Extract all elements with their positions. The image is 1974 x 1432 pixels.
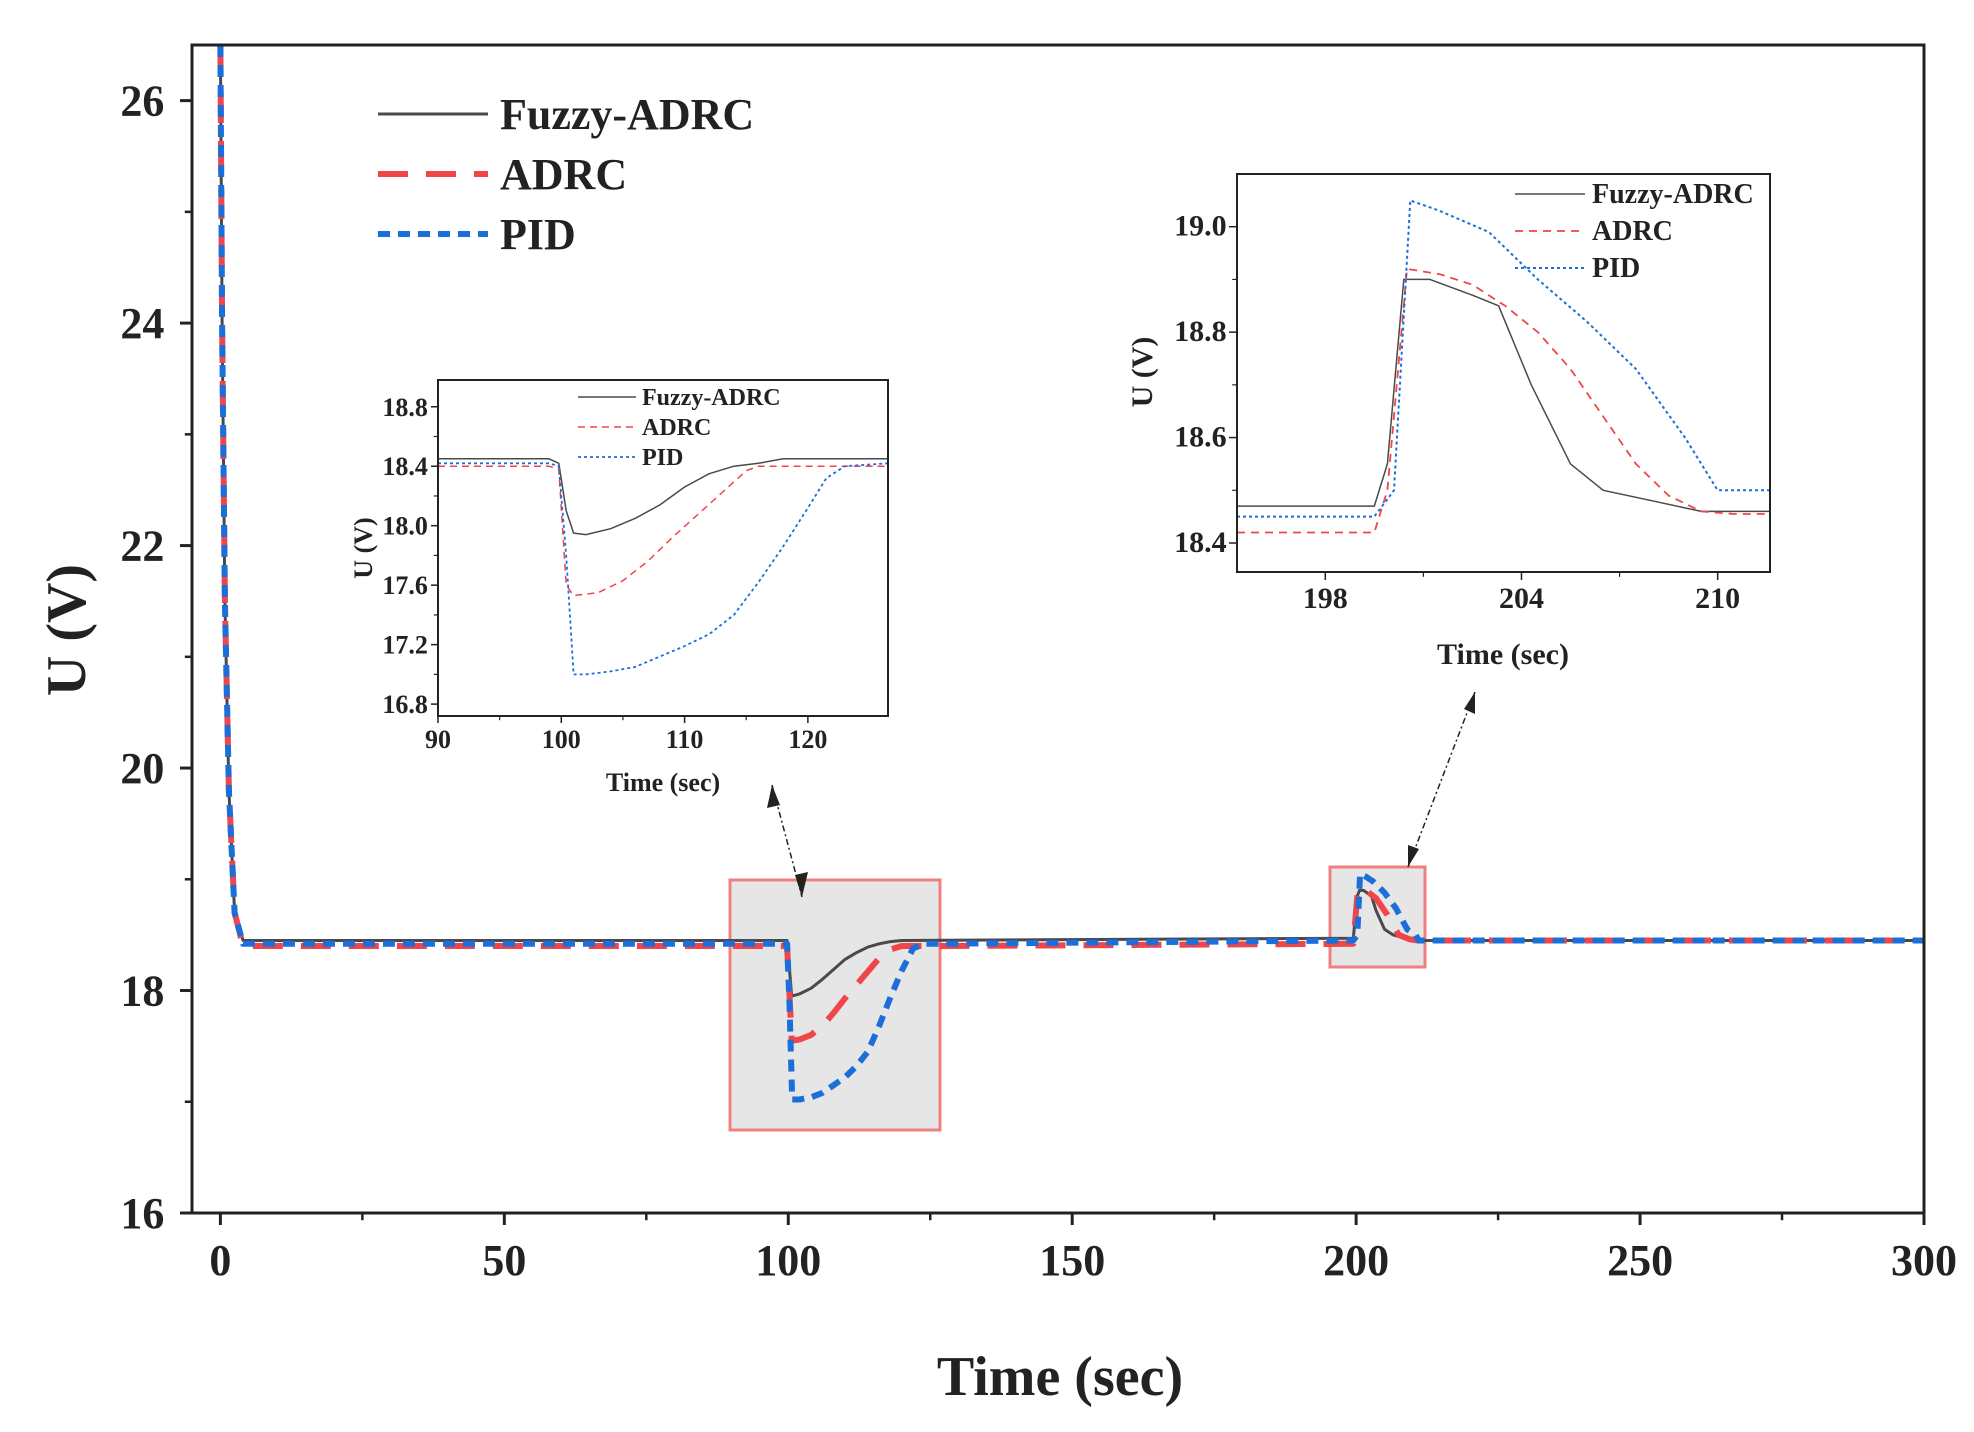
inset2-legend: Fuzzy-ADRC ADRC PID <box>1515 179 1754 284</box>
inset1-x-tick-label: 90 <box>425 725 451 754</box>
main-y-tick-label: 16 <box>120 1189 164 1238</box>
main-x-tick-label: 50 <box>482 1236 526 1285</box>
main-x-tick-label: 300 <box>1891 1236 1957 1285</box>
main-series-pid <box>217 45 1924 1103</box>
main-x-tick-label: 150 <box>1039 1236 1105 1285</box>
inset1-x-tick-label: 120 <box>788 725 827 754</box>
inset1-x-tick-label: 100 <box>542 725 581 754</box>
inset1-y-tick-label: 18.0 <box>382 512 428 541</box>
inset2-frame <box>1236 173 1771 573</box>
main-chart: 0 50 100 150 200 250 300 16 18 20 22 24 26 Time (sec… <box>36 43 1957 1408</box>
inset1-y-tick-label: 17.6 <box>382 571 428 600</box>
inset2-legend-pid-label: PID <box>1592 253 1640 284</box>
main-x-axis-label: Time (sec) <box>937 1346 1183 1408</box>
inset2-x-axis-label: Time (sec) <box>1437 638 1569 671</box>
main-y-axis-label: U (V) <box>36 564 98 696</box>
main-y-tick-label: 22 <box>120 522 164 571</box>
inset2-x-tick-label: 210 <box>1695 582 1740 615</box>
main-legend: Fuzzy-ADRC ADRC PID <box>378 90 754 259</box>
inset-chart-2: 198 204 210 18.4 18.6 18.8 19.0 Time (sec) U (… <box>1126 173 1771 671</box>
inset2-x-tick-label: 204 <box>1499 582 1544 615</box>
main-series-fuzzy-adrc <box>218 45 1924 998</box>
inset2-y-tick-label: 19.0 <box>1174 210 1227 243</box>
inset2-series-fuzzy-adrc <box>1237 278 1770 513</box>
inset2-x-tick-label: 198 <box>1303 582 1348 615</box>
connector-arrowhead-2a <box>1464 692 1475 714</box>
inset1-legend-fuzzy-label: Fuzzy-ADRC <box>642 385 781 411</box>
main-y-tick-label: 26 <box>120 77 164 126</box>
inset1-series-fuzzy-adrc <box>438 458 888 536</box>
inset2-legend-fuzzy-label: Fuzzy-ADRC <box>1592 179 1754 210</box>
main-series-adrc <box>217 45 1924 1044</box>
inset1-series-adrc <box>438 465 888 597</box>
inset1-series-pid <box>438 462 888 676</box>
main-y-tick-label: 20 <box>120 744 164 793</box>
inset1-legend: Fuzzy-ADRC ADRC PID <box>578 385 781 471</box>
inset2-series-adrc <box>1237 267 1770 534</box>
main-y-tick-label: 24 <box>120 299 164 348</box>
inset-chart-1: 90 100 110 120 16.8 17.2 17.6 18.0 18.4 18.8 Time… <box>349 379 889 797</box>
connector-arrowhead-1a <box>767 785 780 808</box>
legend-fuzzy-label: Fuzzy-ADRC <box>500 90 754 139</box>
inset1-y-tick-label: 18.8 <box>382 393 428 422</box>
connector-arrow-2 <box>1407 691 1476 868</box>
connector-arrows <box>767 691 1476 898</box>
inset1-frame <box>437 379 889 717</box>
inset2-legend-adrc-label: ADRC <box>1592 216 1673 247</box>
inset1-x-tick-label: 110 <box>666 725 704 754</box>
main-y-tick-label: 18 <box>120 967 164 1016</box>
inset1-legend-adrc-label: ADRC <box>642 415 711 441</box>
inset2-y-tick-label: 18.8 <box>1174 315 1227 348</box>
connector-arrowhead-2b <box>1408 845 1419 867</box>
legend-adrc-label: ADRC <box>500 150 627 199</box>
connector-arrowhead-1b <box>795 872 808 897</box>
inset2-y-tick-label: 18.4 <box>1174 526 1227 559</box>
main-plot-frame <box>190 43 1926 1215</box>
inset1-x-axis-label: Time (sec) <box>606 768 720 797</box>
inset2-background <box>1237 174 1770 572</box>
zoom-box-100 <box>728 878 942 1132</box>
inset2-series-pid <box>1237 199 1770 518</box>
inset2-y-tick-label: 18.6 <box>1174 421 1227 454</box>
inset1-y-tick-label: 17.2 <box>382 631 428 660</box>
inset1-y-tick-label: 18.4 <box>382 452 428 481</box>
inset1-y-axis-label: U (V) <box>349 517 378 578</box>
main-x-tick-label: 0 <box>209 1236 231 1285</box>
main-x-tick-label: 100 <box>755 1236 821 1285</box>
inset1-y-tick-label: 16.8 <box>382 690 428 719</box>
main-x-tick-label: 200 <box>1323 1236 1389 1285</box>
inset2-y-axis-label: U (V) <box>1126 337 1159 408</box>
legend-pid-label: PID <box>500 210 576 259</box>
inset1-background <box>438 380 888 716</box>
inset1-legend-pid-label: PID <box>642 445 683 471</box>
main-x-tick-label: 250 <box>1607 1236 1673 1285</box>
